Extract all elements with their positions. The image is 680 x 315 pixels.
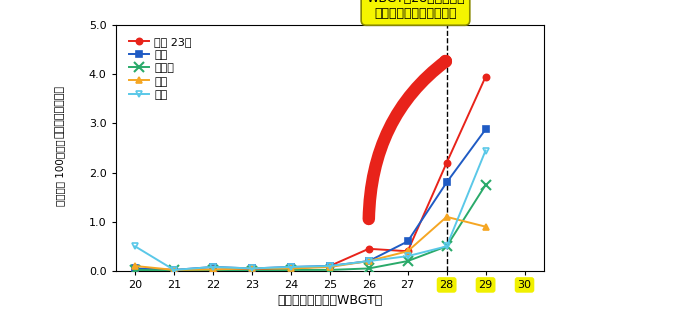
- 福岡: [209, 265, 217, 269]
- 横浜: [209, 265, 217, 269]
- 名古屋: [170, 268, 178, 272]
- 名古屋: [131, 268, 139, 272]
- 大阪: [364, 259, 373, 263]
- Line: 名古屋: 名古屋: [131, 180, 490, 275]
- 東京 23区: [170, 268, 178, 272]
- Line: 横浜: 横浜: [132, 126, 489, 273]
- 横浜: [131, 266, 139, 270]
- 東京 23区: [326, 264, 334, 268]
- 福岡: [364, 259, 373, 263]
- 東京 23区: [287, 266, 295, 270]
- 福岡: [131, 244, 139, 248]
- 横浜: [364, 259, 373, 263]
- 東京 23区: [209, 268, 217, 272]
- Text: WBGTが28を超えると
熱中症患者発生率が急増: WBGTが28を超えると 熱中症患者発生率が急増: [366, 0, 465, 23]
- 名古屋: [481, 183, 490, 187]
- 東京 23区: [131, 267, 139, 271]
- 名古屋: [326, 268, 334, 272]
- 横浜: [326, 264, 334, 268]
- 福岡: [443, 244, 451, 248]
- 大阪: [443, 215, 451, 219]
- 名古屋: [364, 266, 373, 270]
- 名古屋: [209, 268, 217, 272]
- 東京 23区: [481, 75, 490, 79]
- Legend: 東京 23区, 横浜, 名古屋, 大阪, 福岡: 東京 23区, 横浜, 名古屋, 大阪, 福岡: [125, 33, 195, 103]
- 名古屋: [443, 244, 451, 248]
- X-axis label: 日最高暑さ指数（WBGT）: 日最高暑さ指数（WBGT）: [277, 294, 382, 307]
- 福岡: [170, 268, 178, 272]
- 東京 23区: [248, 267, 256, 271]
- Text: 熱中症患者発生率: 熱中症患者発生率: [55, 85, 65, 138]
- 東京 23区: [364, 247, 373, 251]
- 横浜: [404, 239, 412, 243]
- 大阪: [248, 266, 256, 270]
- 東京 23区: [404, 249, 412, 253]
- 大阪: [287, 266, 295, 270]
- Text: （／日／ 100万人）: （／日／ 100万人）: [55, 139, 65, 206]
- 福岡: [248, 266, 256, 270]
- 横浜: [443, 180, 451, 184]
- 大阪: [326, 265, 334, 269]
- 名古屋: [287, 268, 295, 272]
- 横浜: [287, 265, 295, 269]
- 大阪: [209, 267, 217, 271]
- Line: 福岡: 福岡: [132, 147, 489, 273]
- Line: 東京 23区: 東京 23区: [132, 74, 489, 273]
- 横浜: [481, 128, 490, 131]
- 横浜: [248, 266, 256, 270]
- 大阪: [170, 268, 178, 272]
- 名古屋: [248, 269, 256, 273]
- 大阪: [404, 249, 412, 253]
- 東京 23区: [443, 161, 451, 165]
- 福岡: [326, 264, 334, 268]
- FancyArrowPatch shape: [369, 61, 446, 219]
- 大阪: [131, 264, 139, 268]
- 名古屋: [404, 259, 412, 263]
- 福岡: [404, 254, 412, 258]
- 横浜: [170, 268, 178, 272]
- 福岡: [287, 265, 295, 269]
- 福岡: [481, 149, 490, 152]
- Line: 大阪: 大阪: [132, 214, 489, 273]
- 大阪: [481, 225, 490, 229]
